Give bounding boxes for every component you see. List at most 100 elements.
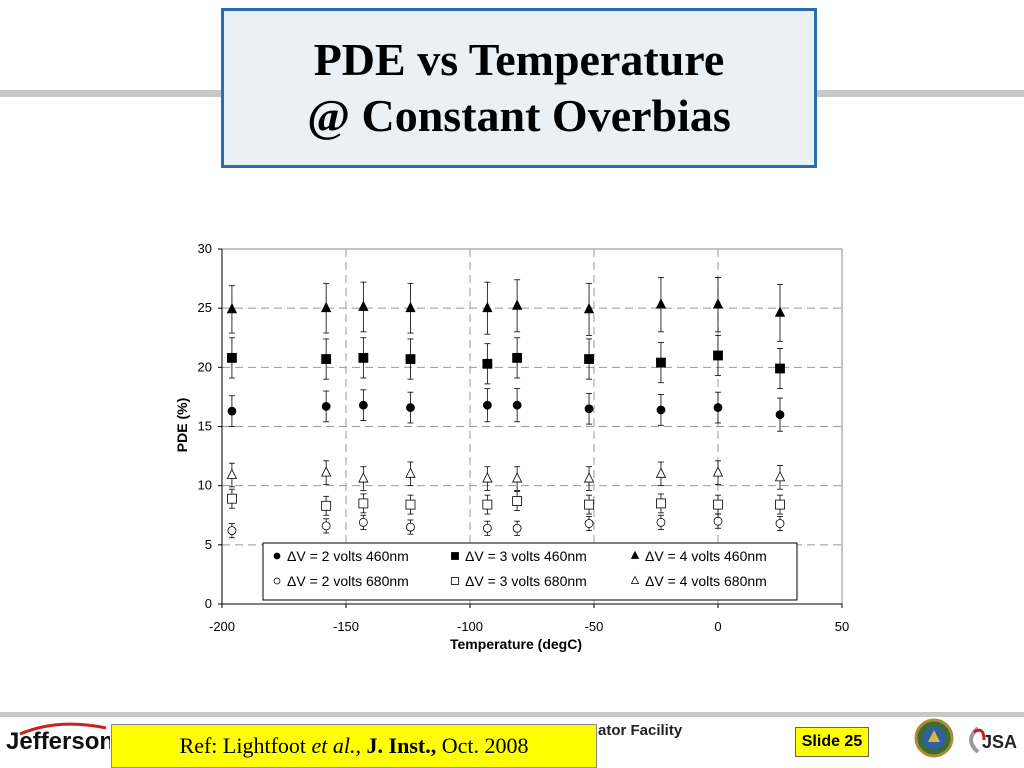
data-point-series-4: [713, 516, 723, 526]
x-axis-label: Temperature (degC): [450, 636, 582, 652]
legend-marker: [630, 575, 640, 584]
data-point-series-6: [482, 472, 493, 483]
title-line-2: @ Constant Overbias: [307, 90, 731, 141]
data-point-series-4: [227, 526, 237, 536]
data-point-series-5: [775, 499, 785, 510]
data-point-series-2: [321, 354, 332, 364]
legend-item: ΔV = 3 volts 680nm: [465, 573, 587, 589]
data-point-series-1: [321, 401, 331, 411]
data-point-series-3: [583, 302, 595, 314]
data-point-series-5: [482, 499, 493, 510]
data-point-series-1: [482, 400, 492, 410]
jefferson-swoosh-icon: [19, 722, 107, 736]
ref-journal: J. Inst.,: [366, 733, 437, 758]
data-point-series-3: [358, 300, 369, 311]
title-box: PDE vs Temperature @ Constant Overbias: [221, 8, 817, 168]
axes-layer: 0 5 10 15 20 25 30 -200 -150 -100 -50 0 50: [198, 241, 850, 634]
data-point-series-3: [712, 298, 724, 309]
legend-marker: [273, 552, 281, 560]
data-point-series-5: [584, 499, 594, 510]
title-line-1: PDE vs Temperature: [313, 34, 725, 85]
x-tick-label: -200: [209, 619, 235, 634]
y-tick-label: 10: [198, 478, 212, 493]
pde-chart: 0 5 10 15 20 25 30 -200 -150 -100 -50 0 50 ΔV = 2 vo…: [160, 232, 860, 662]
data-point-series-5: [656, 498, 666, 509]
legend-item: ΔV = 4 volts 460nm: [645, 548, 767, 564]
y-tick-label: 5: [205, 537, 212, 552]
ref-prefix: Ref: Lightfoot: [179, 733, 312, 758]
data-point-series-3: [405, 301, 416, 313]
data-point-series-2: [584, 354, 594, 364]
data-point-series-4: [656, 517, 666, 527]
legend-item: ΔV = 4 volts 680nm: [645, 573, 767, 589]
data-point-series-6: [774, 470, 786, 482]
data-point-series-5: [512, 496, 523, 506]
data-point-series-4: [358, 517, 368, 527]
data-point-series-1: [713, 403, 723, 412]
slide-number: Slide 25: [795, 727, 869, 757]
x-tick-label: 0: [714, 619, 721, 634]
data-point-series-5: [405, 499, 416, 510]
legend-item: ΔV = 2 volts 680nm: [287, 573, 409, 589]
data-point-series-2: [482, 358, 493, 369]
chart-legend: ΔV = 2 volts 460nm ΔV = 3 volts 460nm ΔV =…: [262, 542, 798, 601]
data-point-series-1: [227, 406, 237, 416]
bottom-divider: [0, 712, 1024, 717]
y-tick-label: 30: [198, 241, 212, 256]
data-point-series-5: [321, 500, 332, 511]
jefferson-lab-logo: Jefferson: [6, 728, 110, 755]
doe-seal-icon: [914, 718, 954, 758]
jsa-logo-text: JSA: [982, 732, 1017, 752]
data-point-series-4: [512, 523, 522, 533]
y-tick-label: 0: [205, 596, 212, 611]
x-tick-label: -100: [457, 619, 483, 634]
x-tick-label: 50: [835, 619, 849, 634]
legend-item: ΔV = 3 volts 460nm: [465, 548, 587, 564]
data-point-series-2: [227, 352, 237, 363]
data-point-series-4: [775, 519, 785, 528]
chart-svg: 0 5 10 15 20 25 30 -200 -150 -100 -50 0 50 ΔV = 2 vo…: [174, 241, 850, 652]
jsa-logo-icon: JSA: [969, 726, 1017, 754]
data-point-series-1: [512, 400, 522, 410]
data-point-series-6: [321, 466, 332, 477]
data-point-series-2: [512, 352, 523, 363]
data-point-series-1: [656, 405, 666, 415]
y-tick-label: 25: [198, 300, 212, 315]
data-point-series-4: [406, 522, 415, 532]
facility-text: ator Facility: [598, 722, 683, 739]
data-point-series-2: [358, 352, 369, 363]
data-point-series-6: [583, 472, 595, 483]
data-point-series-6: [511, 472, 523, 483]
data-point-series-6: [226, 468, 238, 479]
legend-marker: [451, 577, 459, 585]
data-point-series-2: [713, 350, 723, 361]
data-point-series-3: [226, 302, 238, 314]
data-point-series-3: [655, 298, 667, 309]
data-point-series-2: [656, 357, 666, 368]
legend-marker: [630, 550, 640, 559]
legend-marker: [451, 552, 459, 560]
data-point-series-5: [713, 499, 723, 510]
data-point-series-6: [405, 467, 416, 478]
ref-date: Oct. 2008: [441, 733, 529, 758]
data-point-series-4: [321, 521, 331, 531]
data-point-series-2: [775, 363, 785, 374]
legend-marker: [273, 577, 281, 585]
data-point-series-3: [321, 301, 332, 313]
marks-layer: [226, 277, 786, 539]
y-axis-label: PDE (%): [174, 398, 190, 452]
data-point-series-1: [584, 404, 594, 414]
data-point-series-1: [775, 410, 785, 420]
data-point-series-6: [712, 466, 724, 477]
reference-box: Ref: Lightfoot et al., J. Inst., Oct. 20…: [111, 724, 597, 768]
data-point-series-4: [584, 519, 594, 528]
data-point-series-4: [482, 523, 492, 533]
data-point-series-3: [511, 299, 523, 310]
x-tick-label: -50: [585, 619, 604, 634]
legend-box: [262, 542, 798, 601]
data-point-series-5: [227, 493, 237, 504]
ref-authors-em: et al.,: [311, 733, 362, 758]
data-point-series-5: [358, 498, 369, 509]
data-point-series-1: [406, 403, 415, 412]
data-point-series-2: [405, 354, 416, 364]
